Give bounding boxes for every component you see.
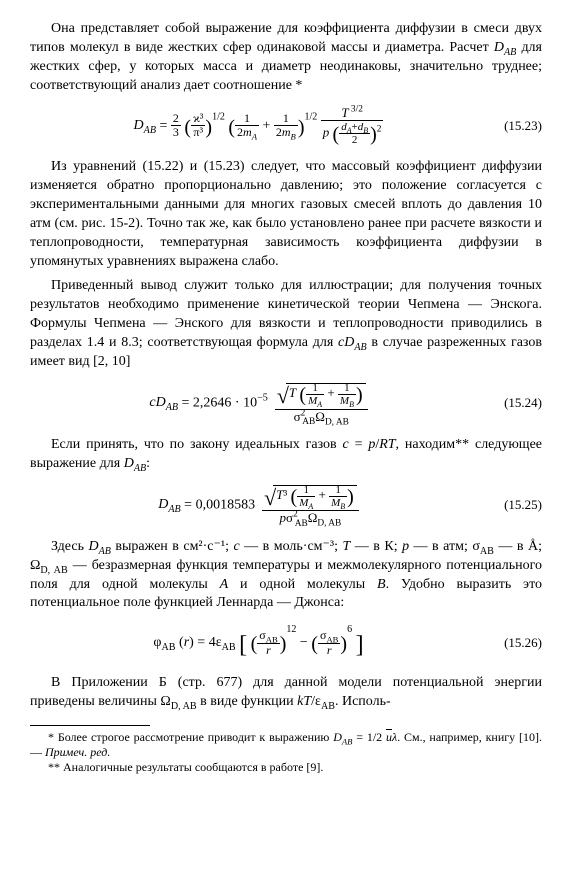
const-15-24: 2,2646 · 10 (193, 395, 257, 410)
equation-15-25: DAB = 0,0018583 √T³ (1MA + 1MB) pσ2ABΩD,… (30, 484, 542, 526)
eq-num-15-25: (15.25) (487, 496, 542, 514)
eq-num-15-23: (15.23) (487, 117, 542, 135)
equation-15-23: DAB = 23 (ϰ³π³)1/2 (12mA + 12mB)1/2 T 3/… (30, 106, 542, 146)
equation-15-26: φAB (r) = 4εAB [ (σABr)12 − (σABr)6 ] (1… (30, 623, 542, 661)
paragraph-6: В Приложении Б (стр. 677) для данной мод… (30, 674, 542, 712)
paragraph-2: Из уравнений (15.22) и (15.23) следует, … (30, 158, 542, 271)
equation-15-24: cDAB = 2,2646 · 10−5 √T (1MA + 1MB) σ2AB… (30, 382, 542, 424)
footnote-1: * Более строгое рассмотрение приводит к … (30, 730, 542, 760)
eq-num-15-24: (15.24) (487, 394, 542, 412)
paragraph-5: Здесь DAB выражен в см²·с⁻¹; c — в моль·… (30, 538, 542, 614)
const-15-25: 0,0018583 (196, 497, 256, 512)
footnote-2: ** Аналогичные результаты сообщаются в р… (30, 760, 542, 775)
paragraph-3: Приведенный вывод служит только для иллю… (30, 277, 542, 371)
footnote-rule (30, 725, 150, 726)
paragraph-4: Если принять, что по закону идеальных га… (30, 436, 542, 474)
exp-15-24: −5 (257, 392, 268, 403)
eq-num-15-26: (15.26) (487, 634, 542, 652)
paragraph-1: Она представляет собой выражение для коэ… (30, 20, 542, 96)
